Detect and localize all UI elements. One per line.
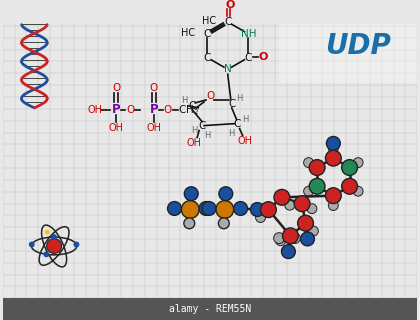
Circle shape bbox=[219, 187, 233, 201]
Text: O: O bbox=[206, 91, 214, 101]
Text: C: C bbox=[224, 17, 231, 27]
Text: H: H bbox=[191, 126, 197, 135]
Circle shape bbox=[216, 201, 234, 218]
Circle shape bbox=[256, 212, 265, 222]
Circle shape bbox=[307, 204, 317, 213]
Text: C: C bbox=[228, 99, 235, 109]
Text: O: O bbox=[258, 52, 268, 61]
Text: C: C bbox=[233, 119, 240, 129]
Circle shape bbox=[294, 196, 310, 212]
Circle shape bbox=[184, 187, 198, 201]
Circle shape bbox=[289, 233, 300, 244]
Circle shape bbox=[260, 202, 276, 218]
Text: OH: OH bbox=[109, 123, 124, 132]
Text: OH: OH bbox=[187, 138, 202, 148]
Circle shape bbox=[29, 242, 35, 247]
Circle shape bbox=[285, 200, 295, 210]
Text: OH: OH bbox=[87, 105, 102, 115]
Circle shape bbox=[181, 201, 199, 218]
Text: alamy - REM55N: alamy - REM55N bbox=[169, 304, 251, 314]
Text: P: P bbox=[112, 103, 121, 116]
Text: O: O bbox=[126, 105, 134, 115]
Text: HC: HC bbox=[202, 16, 216, 26]
Text: H: H bbox=[181, 96, 188, 105]
Text: H: H bbox=[228, 129, 235, 138]
Circle shape bbox=[328, 143, 338, 153]
Text: C: C bbox=[244, 52, 252, 62]
Text: O: O bbox=[225, 0, 234, 10]
Text: H: H bbox=[236, 94, 243, 103]
Text: P: P bbox=[150, 103, 158, 116]
Circle shape bbox=[326, 188, 341, 204]
Text: N: N bbox=[224, 64, 232, 74]
Bar bbox=[279, 24, 417, 83]
Circle shape bbox=[47, 239, 61, 253]
Circle shape bbox=[74, 242, 79, 247]
Text: OH: OH bbox=[146, 123, 161, 132]
Circle shape bbox=[326, 150, 341, 166]
Text: C: C bbox=[198, 121, 206, 131]
Text: O: O bbox=[150, 83, 158, 93]
Text: C: C bbox=[189, 101, 196, 111]
Circle shape bbox=[353, 158, 363, 168]
Circle shape bbox=[281, 245, 292, 256]
Text: OH: OH bbox=[237, 136, 252, 146]
Circle shape bbox=[353, 186, 363, 196]
Circle shape bbox=[309, 178, 325, 194]
Circle shape bbox=[274, 189, 290, 205]
Circle shape bbox=[51, 234, 57, 240]
Text: CH$_2$: CH$_2$ bbox=[178, 103, 199, 117]
Circle shape bbox=[309, 160, 325, 175]
Circle shape bbox=[218, 218, 229, 229]
Circle shape bbox=[168, 202, 181, 215]
Circle shape bbox=[43, 252, 49, 257]
Circle shape bbox=[250, 203, 264, 216]
Circle shape bbox=[202, 202, 216, 215]
Circle shape bbox=[342, 178, 357, 194]
Circle shape bbox=[304, 186, 313, 196]
Text: O: O bbox=[163, 105, 172, 115]
Text: C: C bbox=[204, 29, 211, 39]
Circle shape bbox=[301, 232, 315, 246]
Circle shape bbox=[199, 202, 213, 215]
Circle shape bbox=[274, 233, 284, 244]
Circle shape bbox=[326, 136, 340, 150]
Circle shape bbox=[184, 218, 195, 229]
Text: H: H bbox=[242, 115, 249, 124]
Circle shape bbox=[234, 202, 247, 215]
Circle shape bbox=[304, 158, 313, 168]
Circle shape bbox=[276, 236, 286, 246]
Circle shape bbox=[298, 215, 313, 231]
Circle shape bbox=[308, 226, 318, 236]
Circle shape bbox=[342, 160, 357, 175]
Text: H: H bbox=[204, 131, 210, 140]
Bar bbox=[3, 298, 417, 320]
Text: UDP: UDP bbox=[325, 32, 391, 60]
Text: C: C bbox=[204, 52, 211, 62]
Circle shape bbox=[328, 201, 338, 211]
Circle shape bbox=[45, 230, 50, 235]
Text: NH: NH bbox=[241, 29, 256, 39]
Text: HC: HC bbox=[181, 28, 195, 38]
Circle shape bbox=[281, 245, 295, 259]
Text: O: O bbox=[112, 83, 121, 93]
Circle shape bbox=[283, 228, 298, 244]
